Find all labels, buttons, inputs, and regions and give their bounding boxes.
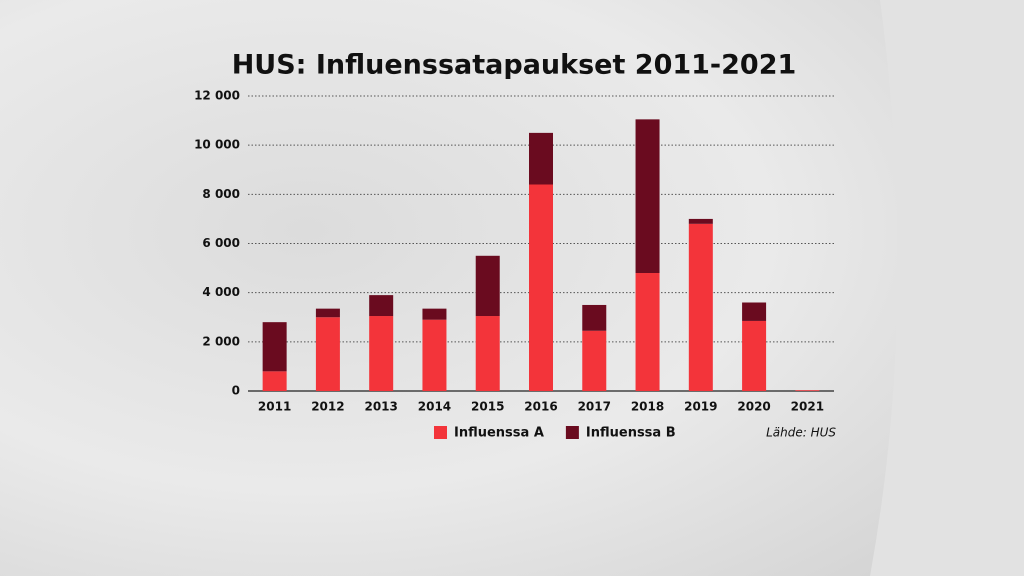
bar-segment	[582, 304, 607, 331]
bar-segment	[688, 218, 713, 224]
bar-segment	[422, 319, 447, 391]
bar-segment	[635, 273, 660, 391]
bar-segment	[315, 317, 340, 391]
x-tick-label: 2020	[737, 400, 770, 414]
y-tick-label: 12 000	[194, 89, 240, 103]
x-tick-label: 2016	[524, 400, 557, 414]
bar-segment	[475, 255, 500, 317]
bar-segment	[422, 308, 447, 320]
x-tick-label: 2018	[631, 400, 664, 414]
bar-segment	[742, 320, 767, 391]
legend-swatch	[434, 426, 447, 439]
background-shape	[870, 0, 1024, 576]
x-tick-label: 2011	[258, 400, 291, 414]
bar-segment	[369, 316, 394, 391]
bar-segment	[262, 322, 287, 372]
bar-segment	[529, 184, 553, 391]
source-note: Lähde: HUS	[766, 426, 836, 440]
bar-segment	[475, 316, 500, 391]
legend-label: Influenssa B	[586, 426, 676, 441]
bar-segment	[582, 330, 607, 391]
legend-label: Influenssa A	[454, 426, 544, 441]
bar-segment	[529, 132, 553, 185]
bar-segment	[369, 295, 394, 317]
y-tick-label: 6 000	[202, 236, 240, 250]
bar-segment	[742, 302, 767, 321]
bar-segment	[262, 371, 287, 391]
y-tick-label: 8 000	[202, 187, 240, 201]
x-tick-label: 2012	[311, 400, 344, 414]
x-tick-label: 2021	[791, 400, 824, 414]
x-tick-label: 2013	[364, 400, 397, 414]
bar-segment	[315, 308, 340, 318]
x-tick-label: 2019	[684, 400, 717, 414]
legend-swatch	[565, 426, 579, 439]
bar-segment	[688, 223, 713, 391]
bar-segment	[635, 119, 660, 274]
y-tick-label: 2 000	[202, 334, 240, 348]
y-tick-label: 0	[232, 384, 240, 398]
bar-segment	[795, 390, 820, 391]
y-tick-label: 10 000	[194, 138, 240, 152]
x-tick-label: 2014	[418, 400, 451, 414]
x-tick-label: 2017	[578, 400, 611, 414]
y-tick-label: 4 000	[202, 285, 240, 299]
chart-title: HUS: Influenssatapaukset 2011-2021	[232, 50, 797, 81]
x-tick-label: 2015	[471, 400, 504, 414]
